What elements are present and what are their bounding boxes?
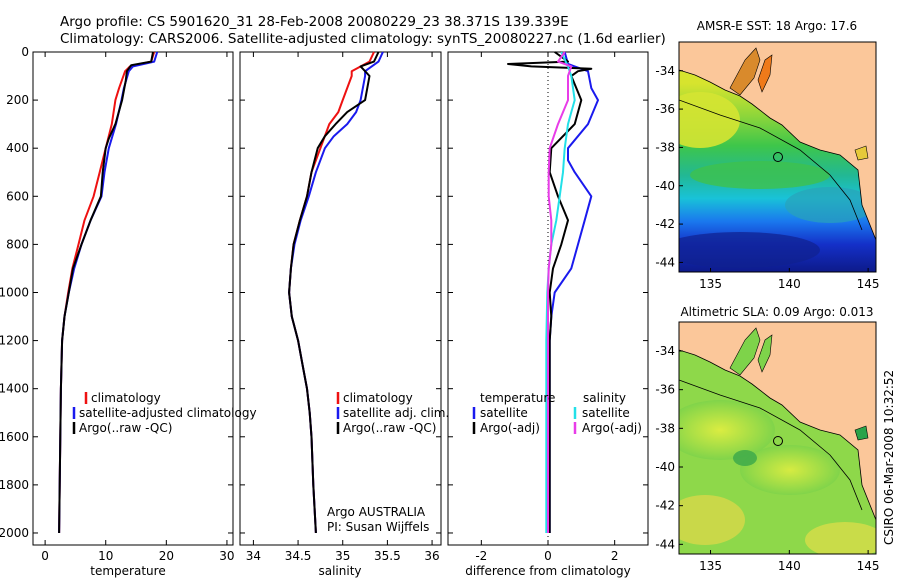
sst-argo-marker [773,152,783,162]
x-tick-label: 34 [246,549,261,563]
sla-map-title: Altimetric SLA: 0.09 Argo: 0.013 [680,305,873,319]
sla-land [679,322,876,521]
map-y-tick-label: -34 [655,344,675,358]
sla-argo-marker [773,436,783,446]
temperature-plot-area [32,51,234,546]
map-y-tick-label: -38 [655,421,675,435]
map-y-tick-label: -42 [655,217,675,231]
y-tick-label: 1000 [0,285,29,299]
temperature-panel: 0 10 20 30 0 200 400 600 800 1000 1200 1400 1600 1800… [0,45,235,578]
x-tick-label: 35.5 [374,549,401,563]
sst-map-panel: AMSR-E SST: 18 Argo: 17.6 135 140 145 -34 -3… [655,19,879,291]
y-tick-label: 1400 [0,382,29,396]
diff-legend-temp-satellite: satellite [480,406,528,420]
map-y-tick-label: -34 [655,64,675,78]
diff-legend-sal-satellite: satellite [582,406,630,420]
y-tick-label: 200 [6,93,29,107]
sla-map-panel: Altimetric SLA: 0.09 Argo: 0.013 135 140 1… [655,305,880,573]
map-x-tick-label: 135 [699,277,722,291]
y-tick-label: 0 [21,45,29,59]
map-x-tick-label: 135 [699,559,722,573]
map-y-tick-label: -40 [655,179,675,193]
difference-xlabel: difference from climatology [465,564,631,578]
figure-title-line2: Climatology: CARS2006. Satellite-adjuste… [60,31,666,47]
y-tick-label: 1800 [0,478,29,492]
series-line-salinity-satellite [545,51,576,533]
series-line-temperature-argo-adj- [507,51,593,533]
y-tick-label: 800 [6,237,29,251]
difference-legend: temperature satellite Argo(-adj) salinit… [472,391,642,435]
y-tick-label: 600 [6,189,29,203]
map-x-tick-label: 145 [857,559,880,573]
series-line-argo-raw-qc- [58,51,154,534]
owner-annotation-line2: PI: Susan Wijffels [327,520,429,534]
x-tick-label: 2 [611,549,619,563]
x-tick-label: -2 [475,549,487,563]
series-line-argo-raw-qc- [288,51,380,534]
salinity-plot-area [239,51,442,546]
map-y-tick-label: -44 [655,537,675,551]
y-tick-label: 2000 [0,526,29,540]
difference-panel: -2 0 2 difference from climatology [447,51,649,578]
map-y-tick-label: -44 [655,255,675,269]
salinity-panel: 34 34.5 35 35.5 36 salinity Argo AUSTRALIA P… [239,51,442,578]
salinity-legend: climatology satellite adj. clim. Argo(..… [336,391,449,435]
figure-title-line1: Argo profile: CS 5901620_31 28-Feb-2008 … [60,14,569,30]
map-y-tick-label: -40 [655,460,675,474]
x-tick-label: 34.5 [285,549,312,563]
diff-legend-temperature-heading: temperature [480,391,555,405]
temperature-legend: climatology satellite-adjusted climatolo… [72,391,257,435]
x-tick-label: 35 [335,549,350,563]
sst-gulf-warm [729,47,761,96]
owner-annotation-line1: Argo AUSTRALIA [327,505,426,519]
diff-legend-sal-argo: Argo(-adj) [582,421,642,435]
x-tick-label: 30 [219,549,234,563]
sst-land [679,42,876,241]
y-tick-label: 1200 [0,334,29,348]
salinity-xlabel: salinity [318,564,361,578]
y-tick-label: 1600 [0,430,29,444]
temperature-xlabel: temperature [90,564,165,578]
x-tick-label: 10 [98,549,113,563]
temp-legend-climatology: climatology [91,391,161,405]
map-y-tick-label: -36 [655,383,675,397]
sal-legend-satellite: satellite adj. clim. [343,406,449,420]
map-y-tick-label: -38 [655,140,675,154]
x-tick-label: 36 [424,549,439,563]
map-y-tick-label: -36 [655,102,675,116]
x-tick-label: 0 [544,549,552,563]
map-x-tick-label: 140 [778,277,801,291]
sal-legend-argo: Argo(..raw -QC) [343,421,436,435]
diff-legend-temp-argo: Argo(-adj) [480,421,540,435]
sal-legend-climatology: climatology [343,391,413,405]
map-x-tick-label: 145 [857,277,880,291]
sst-map-title: AMSR-E SST: 18 Argo: 17.6 [697,19,857,33]
x-tick-label: 20 [159,549,174,563]
series-line-salinity-argo-adj- [547,51,573,533]
map-x-tick-label: 140 [778,559,801,573]
timestamp-stamp: CSIRO 06-Mar-2008 10:32:52 [882,370,896,545]
temp-legend-argo: Argo(..raw -QC) [79,421,172,435]
map-y-tick-label: -42 [655,499,675,513]
temp-legend-satellite: satellite-adjusted climatology [79,406,257,420]
y-tick-label: 400 [6,141,29,155]
diff-legend-salinity-heading: salinity [583,391,626,405]
x-tick-label: 0 [41,549,49,563]
